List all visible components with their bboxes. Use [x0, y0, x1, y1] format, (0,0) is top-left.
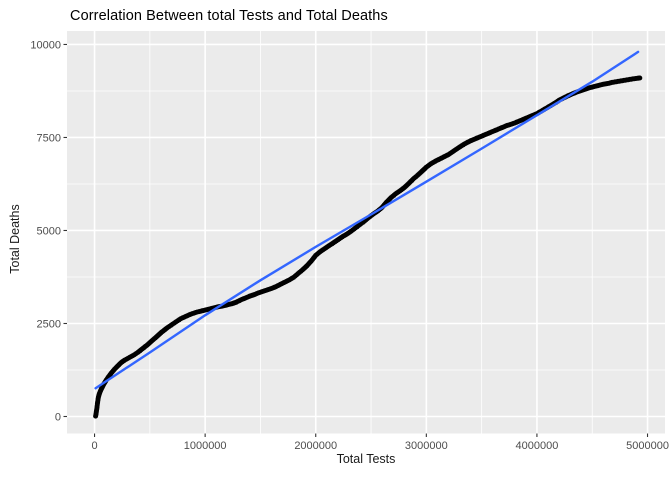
y-axis-title: Total Deaths	[8, 204, 22, 274]
x-axis-tick-label: 0	[91, 440, 97, 452]
y-axis-tick-label: 7500	[37, 132, 61, 144]
x-axis-tick-label: 3000000	[405, 440, 448, 452]
y-axis-tick-label: 5000	[37, 225, 61, 237]
trend-line	[94, 50, 640, 390]
x-axis-tick-label: 4000000	[516, 440, 559, 452]
data-point	[637, 75, 643, 81]
x-axis-tick-label: 1000000	[184, 440, 227, 452]
x-axis-title: Total Tests	[336, 452, 396, 466]
scatter-layer	[93, 75, 643, 419]
y-axis-tick-label: 2500	[37, 318, 61, 330]
y-axis-tick-label: 10000	[30, 39, 61, 51]
x-axis-tick-label: 5000000	[626, 440, 669, 452]
x-axis-tick-label: 2000000	[294, 440, 337, 452]
chart-title: Correlation Between total Tests and Tota…	[70, 8, 388, 24]
y-axis-tick-label: 0	[55, 411, 61, 423]
